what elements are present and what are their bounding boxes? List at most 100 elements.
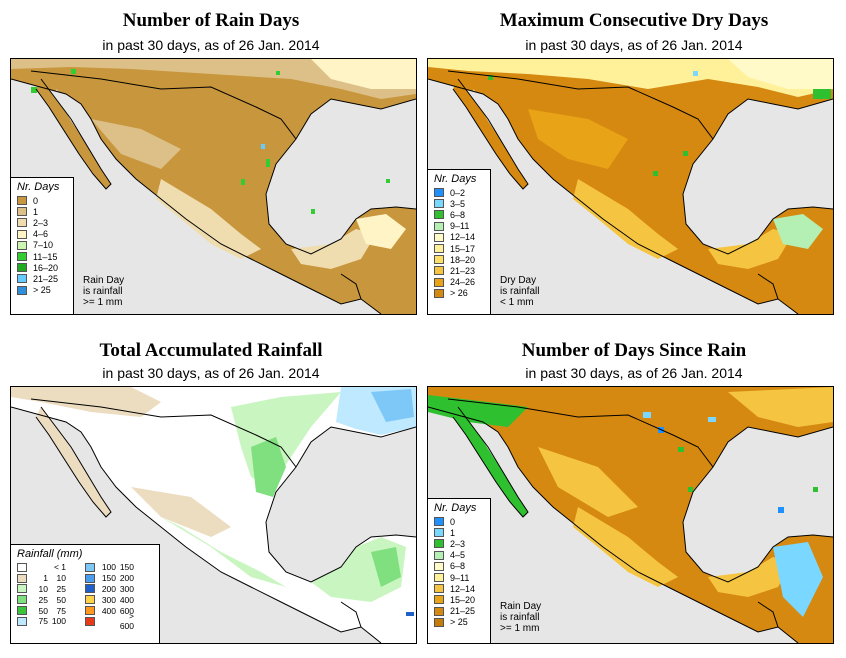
legend-label: 1: [450, 527, 456, 538]
legend-days-since-rain: Nr. Days 0 1 2–3 4–5 6–8 9–11 12–14 15–20 21–25 >…: [428, 498, 491, 643]
legend-swatch: [17, 285, 27, 295]
legend-label: 6–8: [450, 561, 466, 572]
legend-swatch: [434, 606, 444, 616]
legend-item: 16–20: [11, 262, 73, 273]
legend-label: 6–8: [450, 209, 466, 220]
legend-swatch: [434, 573, 444, 583]
legend-rain-days: Nr. Days 0 1 2–3 4–6 7–10 11–15 16–20 21–25 > 25: [11, 177, 74, 314]
gulf-of-california: [473, 89, 533, 181]
mexico-mainland: [428, 387, 833, 643]
legend-swatch: [85, 616, 95, 626]
panel-subtitle: in past 30 days, as of 26 Jan. 2014: [525, 37, 743, 53]
panel-days-since-rain: Number of Days Since Rain in past 30 day…: [422, 330, 846, 658]
legend-item: 11–15: [11, 251, 73, 262]
legend-label: 12–14: [450, 583, 476, 594]
mexico-mainland: [428, 59, 833, 314]
legend-range-low: 200: [101, 583, 116, 594]
panel-subtitle: in past 30 days, as of 26 Jan. 2014: [525, 365, 743, 381]
legend-swatch: [434, 232, 444, 242]
legend-range-high: 600: [119, 605, 134, 616]
legend-item: 9–11: [428, 572, 490, 583]
legend-swatch: [434, 528, 444, 538]
legend-range-high: < 1: [53, 562, 66, 573]
panel-title: Number of Days Since Rain: [521, 340, 747, 361]
legend-item: 9–11: [428, 221, 490, 232]
map-canvas: [11, 59, 416, 314]
legend-range-low: 300: [101, 594, 116, 605]
legend-item: 6–8: [428, 209, 490, 220]
legend-item: 4–6: [11, 229, 73, 240]
legend-swatch: [17, 229, 27, 239]
legend-swatch: [17, 252, 27, 262]
legend-range-high: 25: [56, 583, 66, 594]
legend-range-high: 10: [56, 573, 66, 584]
legend-swatch: [17, 207, 27, 217]
legend-label: 7–10: [33, 240, 54, 251]
map-rain-days: Nr. Days 0 1 2–3 4–6 7–10 11–15 16–20 21–25 > 25…: [10, 58, 417, 315]
panel-title: Maximum Consecutive Dry Days: [499, 10, 769, 31]
land-mass: [428, 59, 833, 314]
note-rain-day-definition: Rain Day is rainfall >= 1 mm: [500, 601, 542, 634]
legend-swatch: [85, 562, 95, 572]
coastlines: [11, 70, 416, 314]
legend-swatch: [17, 240, 27, 250]
legend-range-high: 400: [119, 594, 134, 605]
legend-item: > 25: [428, 617, 490, 628]
legend-item: 1: [11, 206, 73, 217]
legend-item: 24–26: [428, 277, 490, 288]
legend-label: 11–15: [33, 251, 58, 262]
legend-swatch: [17, 616, 27, 626]
coastlines: [428, 70, 833, 314]
legend-label: > 25: [33, 285, 51, 296]
legend-swatch: [85, 584, 95, 594]
baja-peninsula: [453, 407, 528, 517]
legend-label: 9–11: [450, 572, 470, 583]
panel-subtitle: in past 30 days, as of 26 Jan. 2014: [102, 37, 320, 53]
legend-swatch: [434, 188, 444, 198]
map-canvas: [428, 387, 833, 643]
legend-label: 0–2: [450, 187, 466, 198]
panel-rain-days: Number of Rain Days in past 30 days, as …: [0, 0, 422, 325]
coastlines: [11, 398, 416, 643]
legend-item: 0: [11, 195, 73, 206]
map-canvas: [428, 59, 833, 314]
legend-range-high: 100: [51, 616, 66, 627]
land-mass: [11, 59, 416, 314]
legend-swatch: [434, 199, 444, 209]
map-days-since-rain: Nr. Days 0 1 2–3 4–5 6–8 9–11 12–14 15–20 21–25 >…: [427, 386, 834, 644]
legend-item: 12–14: [428, 583, 490, 594]
legend-label: 9–11: [450, 221, 470, 232]
legend-item: 50 75: [17, 605, 66, 616]
legend-range-high: 200: [119, 573, 134, 584]
legend-range-high: 75: [56, 605, 66, 616]
legend-item: 25 50: [17, 594, 66, 605]
legend-item: 200 300: [85, 584, 134, 595]
legend-range-low: 100: [101, 562, 116, 573]
note-dry-day-definition: Dry Day is rainfall < 1 mm: [500, 275, 540, 308]
gulf-of-california: [56, 417, 116, 509]
legend-item: 21–25: [11, 273, 73, 284]
legend-swatch: [434, 288, 444, 298]
legend-range-high: 300: [119, 583, 134, 594]
legend-item: 75 100: [17, 616, 66, 627]
legend-label: 2–3: [450, 538, 466, 549]
legend-item: 1 10: [17, 573, 66, 584]
legend-swatch: [434, 617, 444, 627]
legend-swatch: [434, 539, 444, 549]
legend-swatch: [17, 196, 27, 206]
legend-swatch: [85, 573, 95, 583]
legend-label: 0: [450, 516, 456, 527]
legend-range-low: 400: [101, 605, 116, 616]
legend-label: 21–25: [450, 606, 476, 617]
legend-range-low: 25: [38, 594, 48, 605]
legend-swatch: [434, 210, 444, 220]
legend-label: 4–5: [450, 550, 466, 561]
panel-title: Number of Rain Days: [122, 10, 300, 31]
legend-swatch: [17, 218, 27, 228]
legend-item: 2–3: [428, 538, 490, 549]
legend-item: 300 400: [85, 594, 134, 605]
legend-item: 150 200: [85, 573, 134, 584]
legend-title: Nr. Days: [17, 181, 60, 193]
map-dry-days: Nr. Days 0–2 3–5 6–8 9–11 12–14 15–17 18–20 21–…: [427, 58, 834, 315]
legend-item: 15–17: [428, 243, 490, 254]
